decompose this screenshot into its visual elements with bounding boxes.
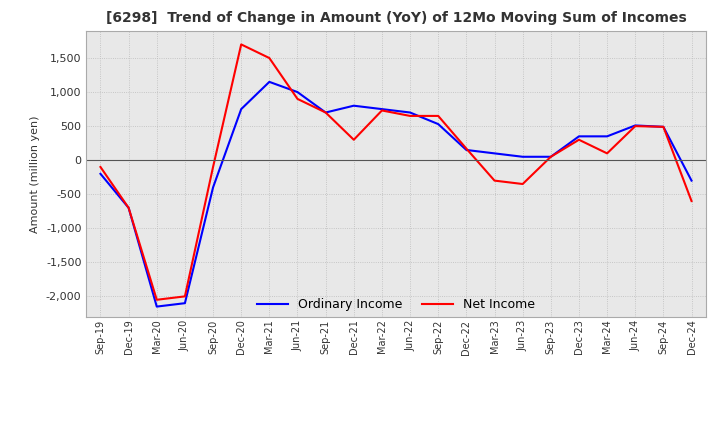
Net Income	[687, 198, 696, 204]
Ordinary Income	[209, 185, 217, 190]
Ordinary Income	[406, 110, 415, 115]
Net Income	[321, 110, 330, 115]
Net Income	[265, 55, 274, 61]
Y-axis label: Amount (million yen): Amount (million yen)	[30, 115, 40, 233]
Ordinary Income	[518, 154, 527, 159]
Ordinary Income	[462, 147, 471, 153]
Net Income	[125, 205, 133, 210]
Ordinary Income	[603, 134, 611, 139]
Net Income	[631, 124, 639, 129]
Net Income	[153, 297, 161, 302]
Ordinary Income	[659, 124, 667, 129]
Ordinary Income	[687, 178, 696, 183]
Net Income	[490, 178, 499, 183]
Ordinary Income	[490, 151, 499, 156]
Net Income	[546, 154, 555, 159]
Ordinary Income	[321, 110, 330, 115]
Legend: Ordinary Income, Net Income: Ordinary Income, Net Income	[252, 293, 540, 316]
Net Income	[377, 108, 386, 113]
Net Income	[209, 165, 217, 170]
Ordinary Income	[265, 79, 274, 84]
Net Income	[518, 181, 527, 187]
Ordinary Income	[631, 123, 639, 128]
Ordinary Income	[181, 301, 189, 306]
Ordinary Income	[434, 121, 443, 127]
Net Income	[96, 165, 105, 170]
Ordinary Income	[125, 205, 133, 210]
Net Income	[406, 113, 415, 118]
Net Income	[575, 137, 583, 143]
Ordinary Income	[349, 103, 358, 108]
Ordinary Income	[153, 304, 161, 309]
Ordinary Income	[377, 106, 386, 112]
Net Income	[237, 42, 246, 47]
Title: [6298]  Trend of Change in Amount (YoY) of 12Mo Moving Sum of Incomes: [6298] Trend of Change in Amount (YoY) o…	[106, 11, 686, 26]
Net Income	[434, 113, 443, 118]
Ordinary Income	[575, 134, 583, 139]
Ordinary Income	[293, 89, 302, 95]
Line: Ordinary Income: Ordinary Income	[101, 82, 691, 307]
Net Income	[659, 124, 667, 129]
Net Income	[293, 96, 302, 102]
Ordinary Income	[546, 154, 555, 159]
Ordinary Income	[96, 171, 105, 176]
Net Income	[349, 137, 358, 143]
Net Income	[181, 294, 189, 299]
Line: Net Income: Net Income	[101, 44, 691, 300]
Net Income	[462, 146, 471, 151]
Net Income	[603, 151, 611, 156]
Ordinary Income	[237, 106, 246, 112]
